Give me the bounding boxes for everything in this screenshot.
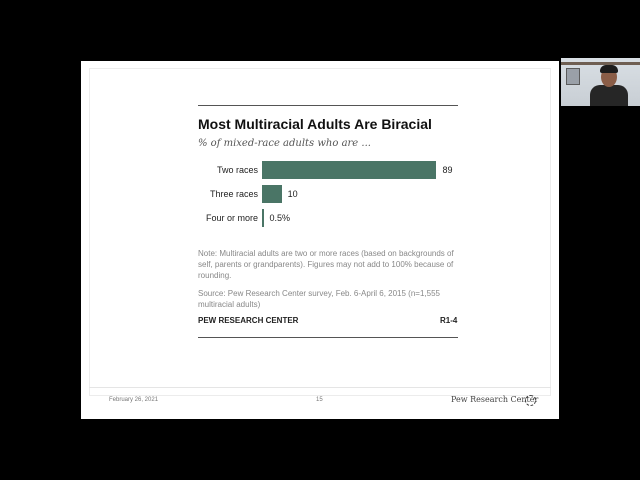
chart-subtitle: % of mixed-race adults who are ...: [198, 138, 371, 149]
footer-page-number: 15: [316, 397, 323, 403]
top-rule: [198, 105, 458, 106]
bottom-rule: [198, 337, 458, 338]
bar-chart: Two races 89 Three races 10 Four or more 0.5%: [198, 161, 458, 241]
webcam-person-body: [590, 85, 628, 106]
webcam-picture-frame: [566, 68, 580, 85]
presentation-slide: Most Multiracial Adults Are Biracial % o…: [81, 61, 559, 419]
category-label: Two races: [216, 164, 258, 175]
data-label: 0.5%: [269, 213, 291, 223]
webcam-person-hair: [600, 65, 618, 73]
chart-source: Source: Pew Research Center survey, Feb.…: [198, 289, 440, 309]
footer-date: February 26, 2021: [109, 397, 159, 403]
pew-logo-icon: [525, 395, 536, 406]
webcam-presenter-icon: [561, 58, 640, 106]
data-label: 10: [287, 189, 298, 199]
bar: [262, 185, 282, 203]
bar: [262, 209, 264, 227]
figure-reference: R1-4: [440, 316, 458, 325]
slide-content-area: [90, 69, 550, 395]
bar: [262, 161, 437, 179]
category-label: Four or more: [205, 212, 258, 223]
footer-divider: [89, 387, 551, 388]
category-label: Three races: [209, 188, 258, 199]
webcam-shelf: [561, 62, 640, 65]
brand-label: PEW RESEARCH CENTER: [198, 316, 299, 325]
chart-note: Note: Multiracial adults are two or more…: [198, 249, 454, 280]
footer-org-name: Pew Research Center: [451, 395, 539, 404]
data-label: 89: [442, 165, 453, 175]
chart-title: Most Multiracial Adults Are Biracial: [198, 116, 432, 132]
